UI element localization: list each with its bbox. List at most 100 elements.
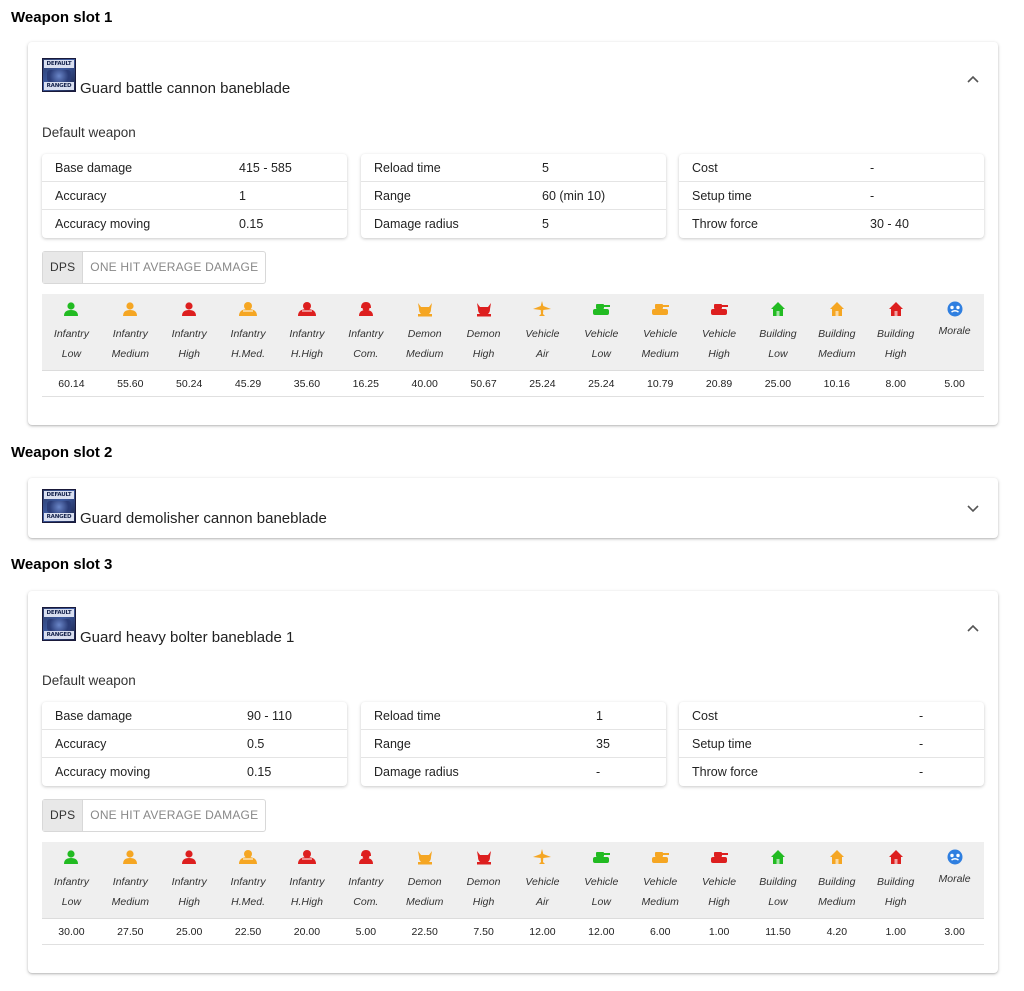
- damage-value: 7.50: [473, 926, 494, 938]
- stat-label: Accuracy moving: [55, 765, 151, 779]
- column-label-line2: Low: [768, 896, 788, 908]
- stat-value: -: [919, 765, 924, 779]
- damage-column-header: Vehicle Air: [513, 842, 572, 918]
- stat-value: 0.15: [239, 217, 264, 231]
- damage-value-cell: 10.79: [631, 371, 690, 396]
- damage-value-cell: 3.00: [925, 919, 984, 944]
- stat-row: Range 35: [361, 730, 666, 758]
- commander-icon: [356, 849, 376, 865]
- column-label-line1: Building: [818, 328, 856, 340]
- stat-label: Cost: [692, 161, 718, 175]
- chevron-up-icon[interactable]: [966, 73, 980, 87]
- dps-toggle-button[interactable]: DPS: [43, 800, 84, 831]
- stat-row: Reload time 5: [361, 154, 666, 182]
- damage-value-cell: 16.25: [336, 371, 395, 396]
- damage-value: 1.00: [708, 926, 730, 938]
- stat-label: Reload time: [374, 161, 441, 175]
- heavy-infantry-icon: [238, 849, 258, 865]
- weapon-card-header[interactable]: DEFAULT RANGED Guard battle cannon baneb…: [28, 42, 998, 102]
- heavy-infantry-icon: [297, 301, 317, 317]
- damage-value: 8.00: [885, 378, 906, 390]
- stat-value: 415 - 585: [239, 161, 292, 175]
- stat-label: Throw force: [692, 765, 758, 779]
- damage-mode-toggle: DPS ONE HIT AVERAGE DAMAGE: [42, 251, 267, 284]
- stat-label: Accuracy moving: [55, 217, 151, 231]
- stat-label: Damage radius: [374, 765, 459, 779]
- column-label-line2: High: [708, 348, 730, 360]
- stat-row: Cost -: [679, 154, 984, 182]
- stat-value: -: [919, 709, 924, 723]
- demon-icon: [474, 849, 494, 865]
- weapon-card-header[interactable]: DEFAULT RANGED Guard demolisher cannon b…: [28, 478, 998, 538]
- damage-value: 35.60: [293, 378, 321, 390]
- damage-value-cell: 10.16: [807, 371, 866, 396]
- stat-label: Base damage: [55, 709, 133, 723]
- weapon-slot-3-title: Weapon slot 3: [11, 556, 113, 573]
- damage-column-header: Demon High: [454, 842, 513, 918]
- weapon-icon-bottom-text: RANGED: [44, 82, 74, 90]
- damage-value: 25.24: [529, 378, 556, 390]
- damage-column-header: Vehicle Low: [572, 842, 631, 918]
- column-label-line1: Building: [759, 328, 797, 340]
- damage-value: 25.00: [176, 926, 203, 938]
- damage-value-cell: 1.00: [690, 919, 749, 944]
- column-label-line2: Com.: [353, 896, 379, 908]
- damage-value-cell: 25.00: [160, 919, 219, 944]
- chevron-down-icon[interactable]: [966, 501, 980, 515]
- stat-row: Throw force 30 - 40: [679, 210, 984, 238]
- damage-column-header: Building High: [866, 842, 925, 918]
- column-label-line1: Infantry: [230, 876, 266, 888]
- column-label-line1: Infantry: [230, 328, 266, 340]
- weapon-slot-2-title: Weapon slot 2: [11, 444, 113, 461]
- column-label-line1: Vehicle: [584, 328, 619, 340]
- damage-column-header: Morale: [925, 842, 984, 918]
- damage-column-header: Building Medium: [807, 842, 866, 918]
- one-hit-average-damage-toggle-button[interactable]: ONE HIT AVERAGE DAMAGE: [90, 808, 259, 822]
- damage-value: 12.00: [529, 926, 556, 938]
- commander-icon: [356, 301, 376, 317]
- infantry-icon: [179, 849, 199, 865]
- stat-value: 1: [239, 189, 246, 203]
- stat-label: Reload time: [374, 709, 441, 723]
- weapon-name: Guard battle cannon baneblade: [80, 80, 291, 97]
- stat-row: Range 60 (min 10): [361, 182, 666, 210]
- default-weapon-label: Default weapon: [42, 125, 136, 140]
- damage-column-header: Vehicle High: [690, 294, 749, 370]
- damage-value-cell: 55.60: [101, 371, 160, 396]
- stat-box-timing: Reload time 1 Range 35 Damage radius -: [361, 702, 666, 786]
- damage-value-cell: 25.00: [749, 371, 808, 396]
- one-hit-average-damage-toggle-button[interactable]: ONE HIT AVERAGE DAMAGE: [90, 260, 259, 274]
- damage-value: 10.79: [647, 378, 674, 390]
- weapon-icon-top-text: DEFAULT: [44, 60, 74, 68]
- stat-row: Reload time 1: [361, 702, 666, 730]
- stat-label: Damage radius: [374, 217, 459, 231]
- stat-value: 0.15: [247, 765, 272, 779]
- column-label-line2: Air: [536, 896, 549, 908]
- stat-value: 60 (min 10): [542, 189, 606, 203]
- column-label-line1: Demon: [466, 328, 501, 340]
- column-label-line1: Infantry: [289, 328, 325, 340]
- damage-value: 6.00: [649, 926, 671, 938]
- dps-toggle-button[interactable]: DPS: [43, 252, 84, 283]
- damage-column-header: Vehicle Low: [572, 294, 631, 370]
- damage-value: 4.20: [826, 926, 848, 938]
- column-label-line2: Low: [591, 896, 611, 908]
- column-label-line1: Building: [759, 876, 797, 888]
- chevron-up-icon[interactable]: [966, 622, 980, 636]
- damage-column-header: Infantry H.High: [278, 842, 337, 918]
- column-label-line2: H.Med.: [231, 896, 265, 908]
- stat-row: Accuracy 0.5: [42, 730, 347, 758]
- aircraft-icon: [532, 301, 552, 317]
- weapon-card-header[interactable]: DEFAULT RANGED Guard heavy bolter banebl…: [28, 591, 998, 651]
- building-icon: [886, 301, 906, 317]
- stat-label: Accuracy: [55, 737, 107, 751]
- weapon-icon-bottom-text: RANGED: [44, 513, 74, 521]
- damage-column-header: Infantry Medium: [101, 842, 160, 918]
- column-label-line2: H.High: [290, 896, 323, 908]
- damage-value: 20.89: [705, 378, 733, 390]
- damage-column-header: Building Low: [749, 842, 808, 918]
- damage-column-header: Infantry Low: [42, 842, 101, 918]
- building-icon: [886, 849, 906, 865]
- column-label-line1: Infantry: [289, 876, 325, 888]
- damage-column-header: Infantry Com.: [336, 294, 395, 370]
